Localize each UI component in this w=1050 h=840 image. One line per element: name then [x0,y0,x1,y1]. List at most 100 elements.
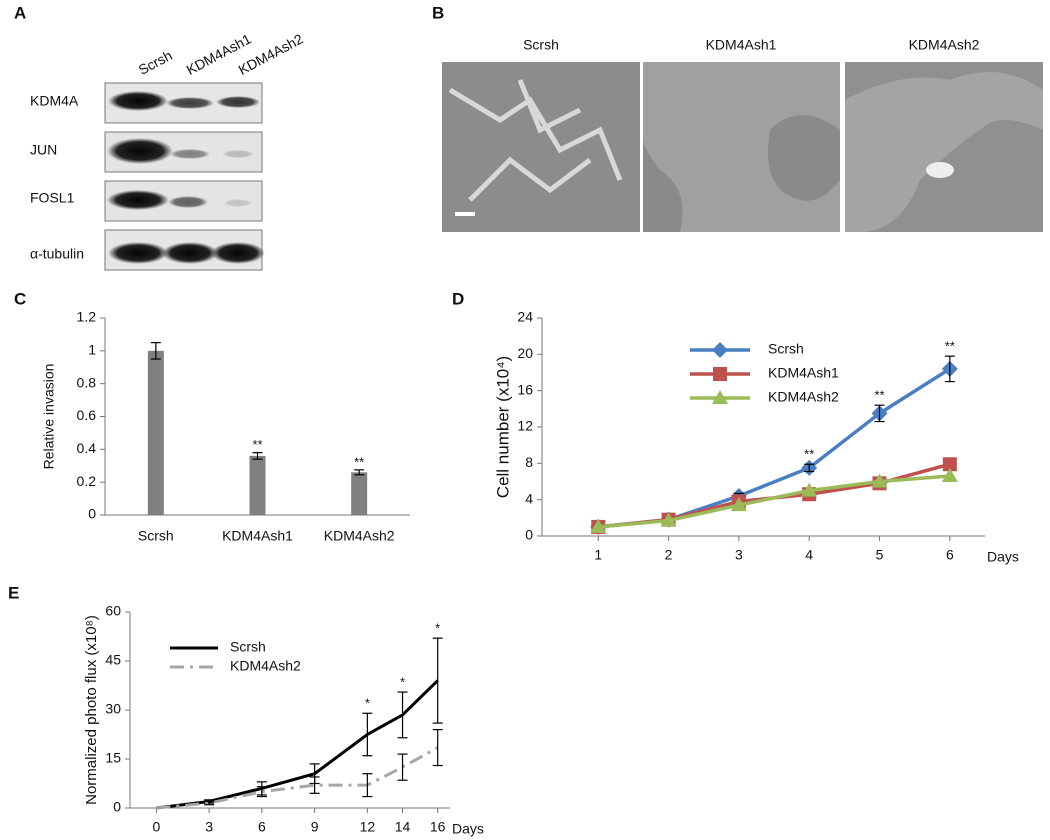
y-tick-label: 0 [113,799,121,815]
significance: ** [874,388,884,403]
y-tick-label: 0.2 [77,473,97,489]
legend-label: KDM4Ash2 [768,389,839,405]
y-tick-label: 12 [517,418,533,434]
y-tick-label: 4 [525,490,533,506]
scale-bar [455,212,475,216]
micrographs [442,62,1043,232]
line [156,679,439,810]
panel-label: D [452,289,464,308]
image-label: KDM4Ash2 [909,37,980,53]
marker [941,468,958,483]
band [224,199,252,207]
y-tick-label: 60 [105,603,121,619]
significance: ** [252,437,262,452]
marker [942,457,957,472]
panel-label: B [432,3,444,22]
legend-label: KDM4Ash1 [768,365,839,381]
x-tick-label: Scrsh [138,528,174,544]
marker [660,512,677,527]
x-tick-label: 12 [360,819,376,835]
y-axis-title: Cell number (x10⁴) [493,356,512,498]
band [108,91,168,111]
x-axis-title: Days [452,821,484,837]
y-tick-label: 45 [105,652,121,668]
marker [713,367,727,381]
marker [712,342,728,358]
band [166,97,214,109]
bar [351,472,368,515]
x-tick-label: KDM4Ash1 [222,528,293,544]
significance: ** [945,339,955,354]
band [162,242,218,264]
x-tick-label: 9 [311,819,319,835]
legend-label: KDM4Ash2 [230,658,301,674]
x-tick-label: 16 [430,819,446,835]
x-tick-label: 6 [946,547,954,563]
blot [104,82,265,271]
x-tick-label: 14 [395,819,411,835]
legend-label: Scrsh [230,639,266,655]
x-tick-label: 2 [665,547,673,563]
y-axis-title: Relative invasion [41,364,57,470]
x-tick-label: 3 [735,547,743,563]
band [107,190,169,210]
marker [801,482,818,497]
y-tick-label: 16 [517,381,533,397]
cell-colony [643,62,840,232]
y-tick-label: 0 [525,527,533,543]
y-tick-label: 24 [517,309,533,325]
y-tick-label: 20 [517,345,533,361]
y-tick-label: 15 [105,750,121,766]
y-axis-title: Normalized photo flux (x10⁸) [83,615,100,805]
marker [590,518,607,533]
y-tick-label: 0.6 [77,407,97,423]
cell-colony [845,72,1043,232]
image-label: Scrsh [523,37,559,53]
y-tick-label: 1 [88,342,96,358]
bar [147,350,164,515]
band [222,150,254,158]
significance: * [365,696,370,711]
x-tick-label: 4 [805,547,813,563]
x-axis-title: Days [987,549,1019,565]
micrograph [442,62,640,232]
y-tick-label: 0.8 [77,374,97,390]
lane-label: Scrsh [136,47,175,78]
cells [448,79,623,202]
y-tick-label: 30 [105,701,121,717]
line [598,462,951,529]
line [598,474,950,529]
y-tick-label: 0 [88,506,96,522]
blot-row-label: α-tubulin [30,246,84,262]
y-tick-label: 0.4 [77,440,97,456]
bar [249,455,266,515]
cell [926,162,954,178]
y-tick-label: 8 [525,454,533,470]
band [107,138,173,164]
panel-label: C [14,289,26,308]
significance: ** [354,454,364,469]
x-tick-label: 5 [876,547,884,563]
marker [871,473,888,488]
x-tick-label: 3 [205,819,213,835]
band [170,149,210,159]
x-tick-label: KDM4Ash2 [324,528,395,544]
blot-row-label: KDM4A [30,93,79,109]
band [211,242,265,264]
x-tick-label: 1 [594,547,602,563]
marker [730,497,747,512]
panel-label: E [8,583,19,602]
y-tick-label: 1.2 [77,309,97,325]
blot-row-label: JUN [30,142,57,158]
significance: ** [804,447,814,462]
blot-row-label: FOSL1 [30,190,75,206]
panel-label: A [14,3,26,22]
band [216,96,260,108]
significance: * [435,621,440,636]
significance: * [400,674,405,689]
band [108,242,168,264]
image-label: KDM4Ash1 [706,37,777,53]
x-tick-label: 0 [152,819,160,835]
band [168,196,208,208]
